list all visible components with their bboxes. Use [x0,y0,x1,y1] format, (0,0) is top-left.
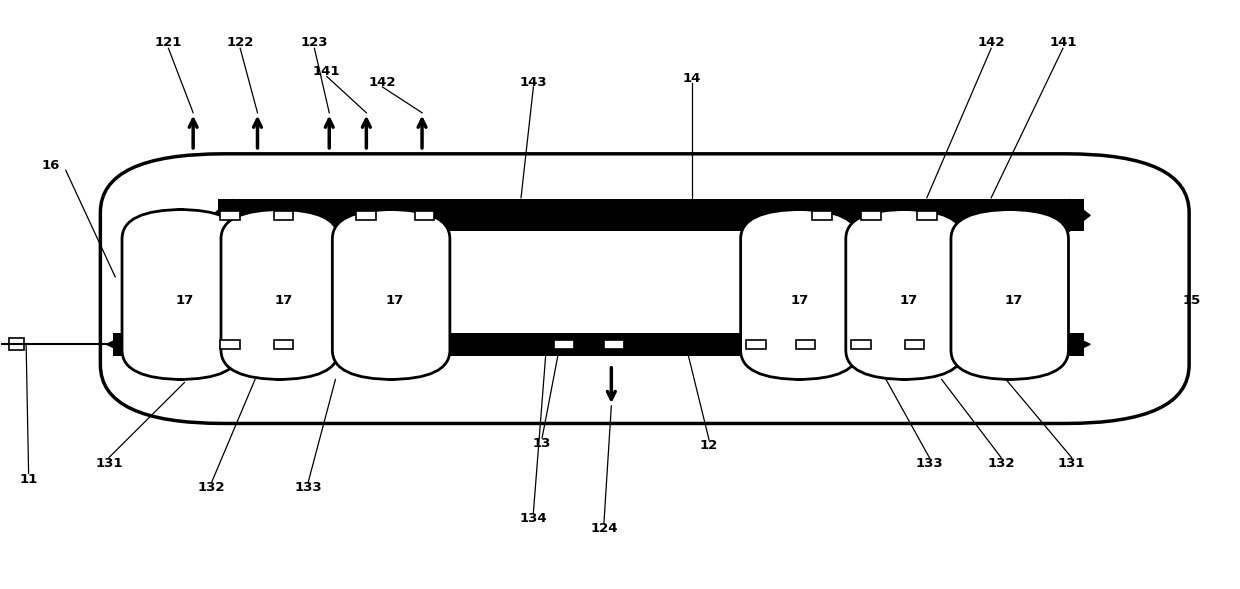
Text: 142: 142 [977,36,1004,49]
Bar [554,340,574,349]
Text: 17: 17 [175,294,193,307]
Text: 141: 141 [312,65,341,78]
Bar [9,339,24,350]
Text: 131: 131 [1058,457,1085,470]
Polygon shape [1069,199,1090,231]
Bar [221,340,241,349]
Bar [746,340,766,349]
Bar [414,211,434,220]
Text: 13: 13 [533,438,552,451]
Bar [113,333,1084,356]
Text: 16: 16 [42,159,60,172]
Bar [796,340,816,349]
Text: 17: 17 [386,294,404,307]
Text: 12: 12 [699,439,718,452]
Text: 15: 15 [1183,294,1200,307]
Bar [916,211,936,220]
Bar [356,211,376,220]
Text: 134: 134 [520,512,547,525]
Text: 17: 17 [790,294,808,307]
Text: 131: 131 [95,457,123,470]
Polygon shape [107,333,131,356]
Text: 133: 133 [915,457,944,470]
Text: 17: 17 [274,294,293,307]
FancyBboxPatch shape [951,210,1069,379]
Polygon shape [212,199,233,231]
Text: 132: 132 [987,457,1014,470]
Bar [812,211,832,220]
Text: 141: 141 [1049,36,1076,49]
Text: 121: 121 [155,36,182,49]
Bar [218,199,1084,231]
Text: 17: 17 [899,294,918,307]
FancyBboxPatch shape [332,210,450,379]
Text: 124: 124 [590,522,618,535]
Text: 122: 122 [227,36,254,49]
Text: 123: 123 [300,36,329,49]
Text: 142: 142 [368,76,397,89]
Text: 17: 17 [1004,294,1023,307]
Text: 14: 14 [682,72,701,85]
Polygon shape [1065,333,1090,356]
Bar [274,211,294,220]
Bar [852,340,872,349]
Bar [274,340,294,349]
Text: 133: 133 [294,481,322,494]
Bar [604,340,624,349]
Bar [221,211,241,220]
Text: 11: 11 [20,472,37,486]
FancyBboxPatch shape [100,154,1189,423]
FancyBboxPatch shape [740,210,858,379]
Text: 143: 143 [520,76,547,89]
FancyBboxPatch shape [122,210,239,379]
Bar [904,340,924,349]
FancyBboxPatch shape [221,210,339,379]
Text: 132: 132 [198,481,226,494]
FancyBboxPatch shape [846,210,963,379]
Bar [862,211,882,220]
